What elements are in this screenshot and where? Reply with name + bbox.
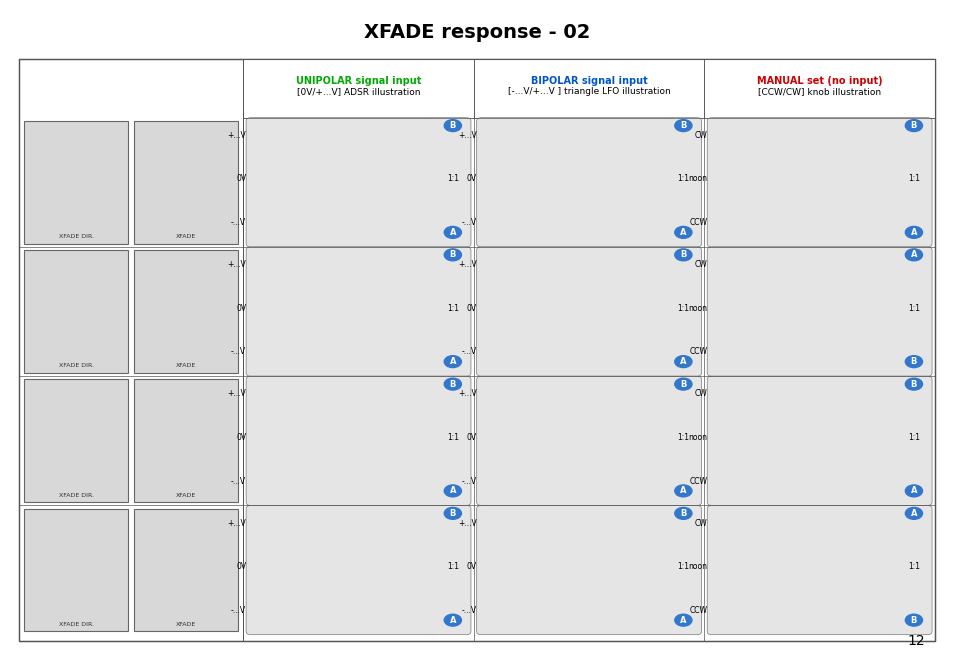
- Text: CCW: CCW: [688, 218, 706, 227]
- Text: A: A: [679, 357, 686, 366]
- Text: [-...V/+...V ] triangle LFO illustration: [-...V/+...V ] triangle LFO illustration: [507, 87, 670, 97]
- Text: -...V: -...V: [231, 218, 246, 227]
- Text: 0V: 0V: [235, 433, 246, 442]
- Text: B: B: [910, 357, 916, 366]
- Text: -...V: -...V: [231, 606, 246, 615]
- Text: CW: CW: [694, 131, 706, 140]
- Text: -...V: -...V: [461, 606, 476, 615]
- Text: +...V: +...V: [227, 131, 246, 140]
- Text: noon: noon: [687, 433, 706, 442]
- Text: B: B: [449, 379, 456, 389]
- Text: noon: noon: [687, 563, 706, 571]
- Text: XFADE response - 02: XFADE response - 02: [363, 23, 590, 42]
- Text: XFADE DIR.: XFADE DIR.: [58, 364, 93, 368]
- Text: B: B: [449, 251, 456, 259]
- Text: MANUAL set (no input): MANUAL set (no input): [756, 75, 882, 86]
- Text: B: B: [449, 121, 456, 130]
- Text: XFADE: XFADE: [176, 364, 196, 368]
- Text: CW: CW: [694, 389, 706, 399]
- Text: +...V: +...V: [227, 260, 246, 269]
- Text: 1:1: 1:1: [907, 433, 919, 442]
- Text: 1:1: 1:1: [907, 175, 919, 184]
- Text: -...V: -...V: [231, 347, 246, 356]
- Text: noon: noon: [687, 175, 706, 184]
- Text: BIPOLAR signal input: BIPOLAR signal input: [530, 75, 647, 86]
- Text: B: B: [679, 379, 686, 389]
- Text: +...V: +...V: [457, 519, 476, 527]
- Text: A: A: [910, 486, 916, 495]
- Text: CCW: CCW: [688, 606, 706, 615]
- Text: -...V: -...V: [231, 477, 246, 486]
- Text: 0V: 0V: [235, 304, 246, 313]
- Text: A: A: [449, 486, 456, 495]
- Text: A: A: [679, 228, 686, 237]
- Text: A: A: [679, 486, 686, 495]
- Text: noon: noon: [687, 304, 706, 313]
- Text: +...V: +...V: [227, 389, 246, 399]
- Text: 1:1: 1:1: [907, 563, 919, 571]
- Text: B: B: [679, 509, 686, 518]
- Text: +...V: +...V: [457, 260, 476, 269]
- Text: XFADE DIR.: XFADE DIR.: [58, 492, 93, 498]
- Text: A: A: [910, 228, 916, 237]
- Text: 1:1: 1:1: [677, 563, 689, 571]
- Text: 1:1: 1:1: [677, 304, 689, 313]
- Text: 1:1: 1:1: [446, 175, 458, 184]
- Text: XFADE: XFADE: [176, 234, 196, 239]
- Text: -...V: -...V: [461, 347, 476, 356]
- Text: 1:1: 1:1: [446, 433, 458, 442]
- Text: B: B: [910, 379, 916, 389]
- Text: A: A: [679, 615, 686, 625]
- Text: CW: CW: [694, 260, 706, 269]
- Text: CCW: CCW: [688, 347, 706, 356]
- Text: A: A: [449, 615, 456, 625]
- Text: [CCW/CW] knob illustration: [CCW/CW] knob illustration: [758, 87, 881, 97]
- Text: B: B: [910, 121, 916, 130]
- Text: XFADE DIR.: XFADE DIR.: [58, 234, 93, 239]
- Text: 0V: 0V: [466, 433, 476, 442]
- Text: 1:1: 1:1: [677, 175, 689, 184]
- Text: A: A: [449, 228, 456, 237]
- Text: -...V: -...V: [461, 218, 476, 227]
- Text: XFADE: XFADE: [176, 492, 196, 498]
- Text: B: B: [449, 509, 456, 518]
- Text: CCW: CCW: [688, 477, 706, 486]
- Text: UNIPOLAR signal input: UNIPOLAR signal input: [295, 75, 421, 86]
- Text: 12: 12: [907, 634, 924, 648]
- Text: A: A: [910, 509, 916, 518]
- Text: XFADE DIR.: XFADE DIR.: [58, 622, 93, 627]
- Text: B: B: [910, 615, 916, 625]
- Text: A: A: [910, 251, 916, 259]
- Text: 0V: 0V: [466, 563, 476, 571]
- Text: CW: CW: [694, 519, 706, 527]
- Text: 1:1: 1:1: [446, 304, 458, 313]
- Text: +...V: +...V: [227, 519, 246, 527]
- Text: 0V: 0V: [235, 175, 246, 184]
- Text: B: B: [679, 121, 686, 130]
- Text: 0V: 0V: [466, 175, 476, 184]
- Text: 1:1: 1:1: [907, 304, 919, 313]
- Text: 1:1: 1:1: [446, 563, 458, 571]
- Text: [0V/+...V] ADSR illustration: [0V/+...V] ADSR illustration: [296, 87, 420, 97]
- Text: 1:1: 1:1: [677, 433, 689, 442]
- Text: 0V: 0V: [466, 304, 476, 313]
- Text: XFADE: XFADE: [176, 622, 196, 627]
- Text: +...V: +...V: [457, 389, 476, 399]
- Text: 0V: 0V: [235, 563, 246, 571]
- Text: +...V: +...V: [457, 131, 476, 140]
- Text: A: A: [449, 357, 456, 366]
- Text: B: B: [679, 251, 686, 259]
- Text: -...V: -...V: [461, 477, 476, 486]
